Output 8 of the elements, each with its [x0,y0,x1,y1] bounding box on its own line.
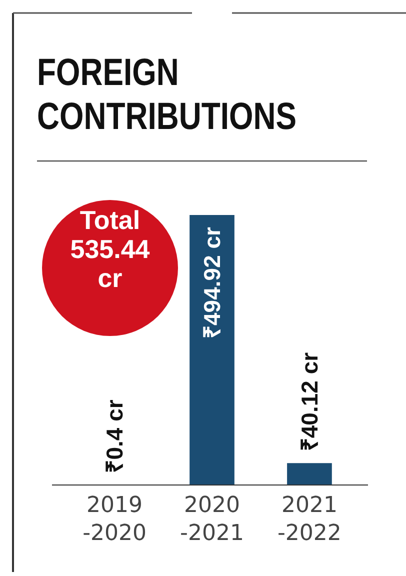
data-label: ₹40.12 cr [296,352,322,452]
x-tick-label: 2020 -2021 [180,493,244,546]
data-label: ₹494.92 cr [199,226,225,338]
data-label: ₹0.4 cr [102,400,128,473]
x-tick-label: 2019 -2020 [82,493,146,546]
annotation: Total 535.44 cr [70,205,150,293]
chart-title: FOREIGN CONTRIBUTIONS [37,52,297,138]
x-tick-label: 2021 -2022 [278,493,342,546]
